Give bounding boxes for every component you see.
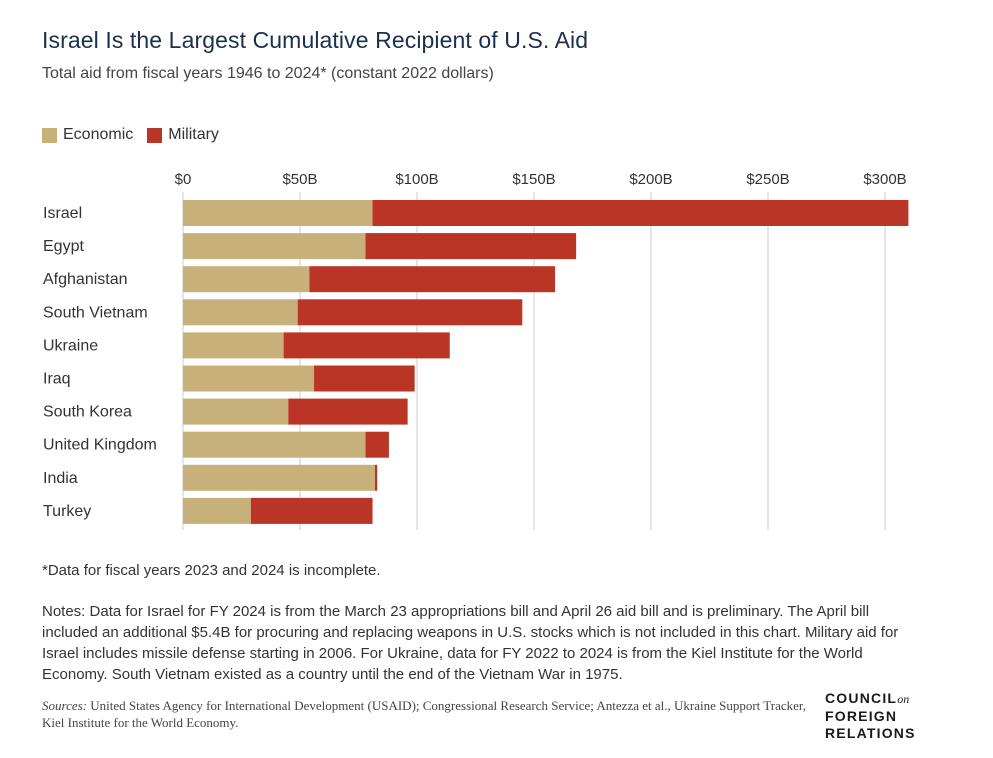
- logo-on: on: [897, 692, 910, 706]
- legend-swatch-economic: [42, 127, 57, 143]
- bar-economic: [183, 497, 251, 524]
- legend: Economic Military: [42, 126, 233, 144]
- legend-label-military: Military: [168, 126, 219, 143]
- x-tick-label: $50B: [282, 171, 317, 188]
- category-label: United Kingdom: [43, 437, 157, 454]
- bar-military: [297, 299, 523, 326]
- chart-title: Israel Is the Largest Cumulative Recipie…: [42, 27, 589, 53]
- bar-economic: [183, 464, 375, 491]
- x-tick-label: $200B: [629, 171, 672, 188]
- footnote: *Data for fiscal years 2023 and 2024 is …: [42, 562, 381, 579]
- bar-economic: [183, 431, 366, 458]
- bar-economic: [183, 200, 373, 226]
- category-label: South Vietnam: [43, 304, 148, 321]
- bar-military: [309, 266, 556, 293]
- bar-economic: [183, 299, 298, 326]
- legend-label-economic: Economic: [63, 126, 134, 143]
- legend-item-economic: Economic: [42, 126, 133, 144]
- bar-chart: $0 $50B $100B $150B $200B $250B $300B Israel Egy…: [43, 171, 909, 530]
- bar-economic: [183, 332, 284, 359]
- category-label: Turkey: [43, 503, 91, 520]
- bar-economic: [183, 233, 366, 260]
- x-tick-label: $300B: [863, 171, 906, 188]
- bar-military: [283, 332, 450, 359]
- logo-line2: FOREIGN: [825, 708, 898, 724]
- legend-swatch-military: [147, 127, 163, 143]
- bar-economic: [183, 365, 315, 392]
- legend-item-military: Military: [147, 126, 219, 144]
- bar-economic: [183, 266, 310, 293]
- x-tick-label: $150B: [512, 171, 555, 188]
- bar-military: [314, 365, 415, 392]
- logo-line3: RELATIONS: [825, 725, 916, 741]
- bar-economic: [183, 398, 289, 425]
- category-label: Iraq: [43, 371, 71, 388]
- chart-subtitle: Total aid from fiscal years 1946 to 2024…: [42, 65, 494, 82]
- bar-military: [372, 200, 909, 226]
- bar-military: [374, 464, 378, 491]
- bar-military: [365, 233, 577, 260]
- category-label: Israel: [43, 205, 82, 222]
- category-label: Egypt: [43, 238, 84, 255]
- x-tick-label: $0: [175, 171, 192, 188]
- bar-military: [250, 497, 373, 524]
- notes: Notes: Data for Israel for FY 2024 is fr…: [42, 603, 899, 683]
- x-tick-label: $100B: [395, 171, 438, 188]
- category-label: Ukraine: [43, 337, 98, 354]
- sources-text: United States Agency for International D…: [42, 698, 806, 730]
- category-label: India: [43, 470, 78, 487]
- cfr-logo: COUNCILon FOREIGN RELATIONS: [825, 690, 916, 742]
- x-tick-label: $250B: [746, 171, 789, 188]
- category-label: Afghanistan: [43, 271, 128, 288]
- sources-label: Sources:: [42, 698, 88, 713]
- bar-military: [365, 431, 389, 458]
- bar-military: [288, 398, 408, 425]
- sources: Sources: United States Agency for Intern…: [42, 697, 822, 731]
- logo-line1: COUNCIL: [825, 690, 898, 706]
- category-label: South Korea: [43, 404, 132, 421]
